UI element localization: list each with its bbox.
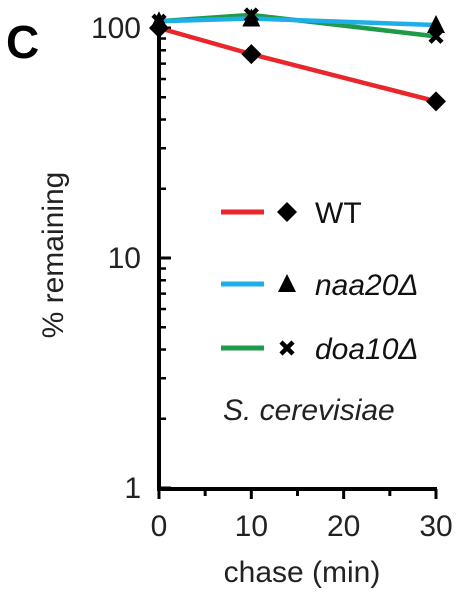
x-ticks: 0 10 20 30 (151, 489, 453, 543)
x-tick-label: 20 (327, 510, 360, 543)
legend-item-wt: WT (221, 197, 362, 230)
legend-marker-triangle (278, 274, 296, 292)
series-line (158, 16, 437, 28)
legend-label-doa10: doa10Δ (315, 333, 419, 366)
y-ticks: 1 10 100 (91, 12, 171, 505)
x-axis-title: chase (min) (224, 556, 381, 589)
cross-stroke (279, 340, 295, 356)
legend-marker-cross (279, 340, 295, 356)
data-point-triangle (278, 274, 296, 292)
legend-item-naa20: naa20Δ (221, 269, 419, 302)
series-markers (149, 7, 446, 112)
y-tick-label: 10 (108, 242, 141, 275)
data-point-diamond (149, 18, 169, 38)
series-line (158, 25, 437, 104)
data-point-diamond (277, 202, 297, 222)
y-tick-label: 1 (124, 472, 141, 505)
data-point-triangle (427, 15, 445, 34)
legend-label-wt: WT (315, 197, 362, 230)
y-tick-label: 100 (91, 12, 141, 45)
x-tick-label: 10 (235, 510, 268, 543)
species-annotation: S. cerevisiae (223, 394, 395, 427)
data-point-diamond (426, 91, 446, 112)
x-tick-label: 30 (419, 510, 452, 543)
panel-label: C (6, 16, 39, 68)
y-minor-ticks (159, 37, 166, 421)
legend-item-doa10: doa10Δ (221, 333, 419, 366)
legend-marker-diamond (277, 202, 297, 222)
data-point-triangle (242, 8, 261, 27)
x-tick-label: 0 (151, 510, 168, 543)
series-lines (158, 12, 437, 104)
legend: WT naa20Δ doa10Δ (221, 197, 419, 366)
legend-label-naa20: naa20Δ (315, 269, 419, 302)
data-point-cross (279, 340, 295, 356)
y-axis-title: % remaining (37, 172, 70, 339)
data-point-diamond (241, 44, 262, 65)
